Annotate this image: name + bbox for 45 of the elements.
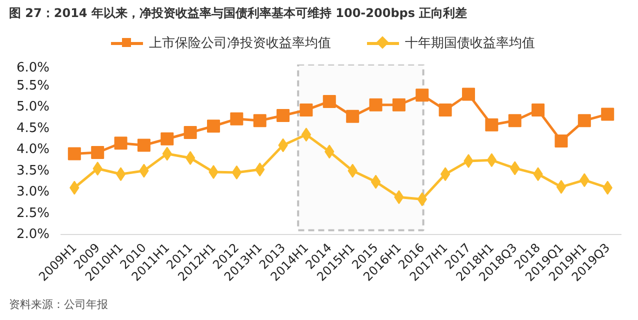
legend-label: 上市保险公司净投资收益率均值 <box>148 36 331 51</box>
y-tick-label: 2.0% <box>16 227 50 242</box>
y-tick-label: 4.5% <box>16 120 50 136</box>
point <box>554 134 568 148</box>
point <box>601 108 614 121</box>
point <box>91 146 104 159</box>
point <box>370 174 381 189</box>
text: 资料来源：公司年报 <box>9 297 108 313</box>
point <box>137 138 150 152</box>
point <box>230 112 244 126</box>
point <box>346 110 360 123</box>
point <box>392 98 406 112</box>
point <box>438 103 452 116</box>
point <box>485 118 498 132</box>
point <box>276 109 290 122</box>
y-tick-label: 3.0% <box>16 184 50 200</box>
point <box>116 167 126 182</box>
y-tick-label: 6.0% <box>16 60 50 76</box>
chart-title: 图 27：2014 年以来，净投资收益率与国债利率基本可维持 100-200bps 正向利差 <box>9 5 468 22</box>
point <box>207 120 220 133</box>
point <box>508 114 522 128</box>
point <box>416 88 429 102</box>
point <box>556 180 566 194</box>
y-tick-label: 5.5% <box>16 78 50 94</box>
point <box>114 136 128 150</box>
point <box>68 147 81 160</box>
point <box>322 94 336 108</box>
y-tick-label: 3.5% <box>16 163 50 178</box>
point <box>578 114 591 128</box>
point <box>184 126 197 139</box>
point <box>185 151 196 165</box>
y-tick-label: 5.0% <box>16 100 50 114</box>
point <box>232 165 242 180</box>
point <box>160 132 174 146</box>
y-tick-label: 4.0% <box>16 142 50 157</box>
point <box>486 153 497 168</box>
point <box>369 98 382 112</box>
legend-label: 十年期国债收益率均值 <box>404 36 535 51</box>
point <box>440 167 450 182</box>
point <box>301 128 312 142</box>
y-tick-label: 2.5% <box>16 206 50 221</box>
point <box>462 88 475 101</box>
point <box>253 114 266 128</box>
point <box>300 103 313 116</box>
point <box>532 103 545 116</box>
